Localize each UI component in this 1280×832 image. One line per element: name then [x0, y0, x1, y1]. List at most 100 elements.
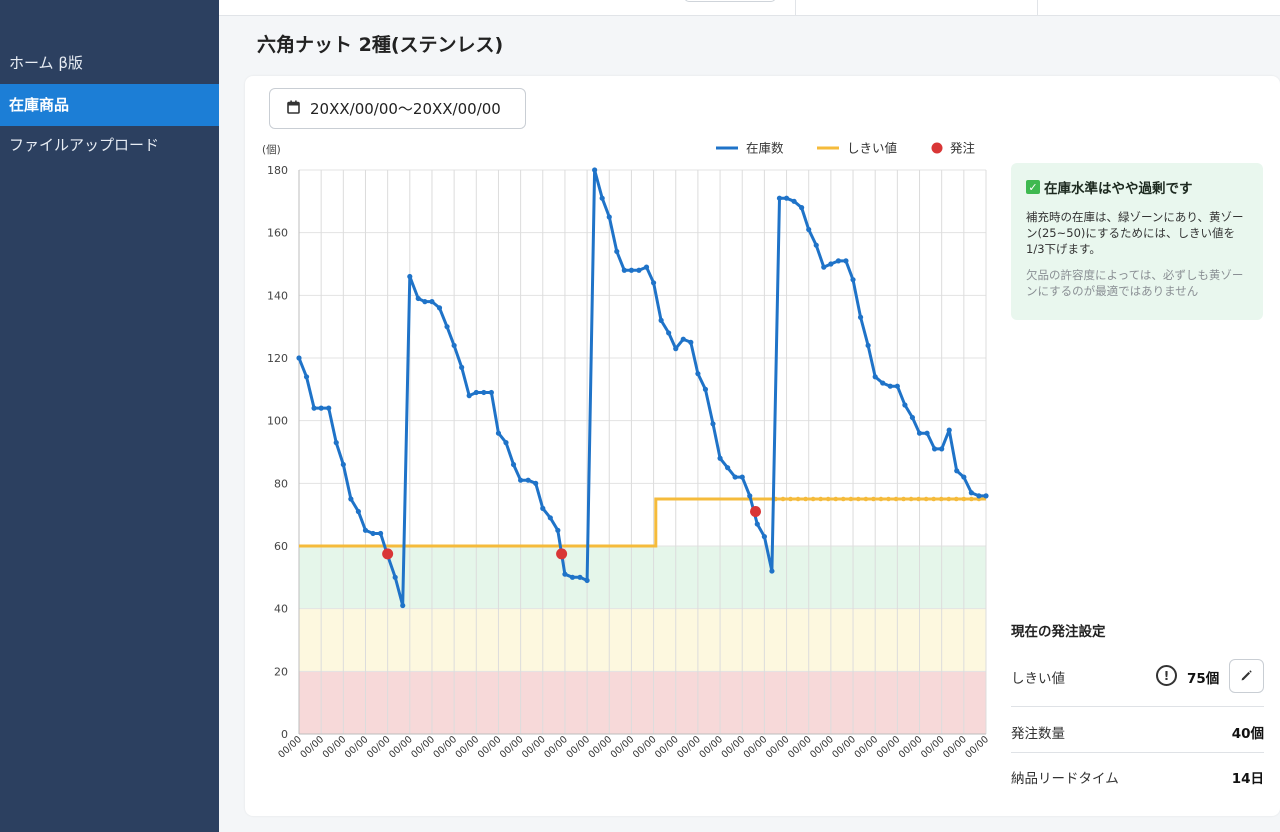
x-tick-label: 00/00	[431, 734, 459, 761]
edit-threshold-button[interactable]	[1229, 659, 1264, 693]
threshold-point	[961, 496, 967, 502]
divider	[1011, 752, 1264, 753]
x-tick-label: 00/00	[742, 734, 770, 761]
stock-point	[459, 364, 465, 370]
threshold-point	[788, 496, 793, 502]
threshold-point	[848, 496, 854, 502]
stock-point	[769, 568, 775, 574]
stock-point	[776, 195, 783, 201]
stock-point	[628, 267, 635, 273]
stock-point	[318, 405, 324, 411]
stock-point	[303, 374, 310, 380]
stock-point	[850, 277, 856, 283]
threshold-point	[931, 496, 936, 502]
y-tick-label: 180	[267, 164, 288, 177]
stock-point	[835, 258, 842, 264]
stock-point	[400, 602, 406, 609]
stock-point	[362, 527, 369, 533]
y-tick-label: 40	[274, 603, 288, 616]
stock-point	[533, 480, 539, 486]
stock-point	[680, 336, 686, 342]
threshold-line	[299, 497, 986, 548]
threshold-point	[901, 496, 906, 502]
stock-point	[813, 242, 819, 248]
warning-icon[interactable]: !	[1156, 665, 1177, 686]
y-tick-label: 120	[267, 352, 288, 365]
stock-point	[673, 346, 679, 352]
stock-point	[473, 389, 479, 396]
x-tick-label: 00/00	[298, 734, 326, 761]
check-icon: ✓	[1026, 180, 1040, 194]
stock-point	[783, 195, 790, 201]
stock-point	[451, 342, 457, 349]
stock-point	[422, 299, 428, 305]
order-point	[382, 548, 394, 560]
threshold-point	[916, 496, 921, 502]
threshold-point	[946, 496, 952, 502]
order-quantity-label: 発注数量	[1011, 726, 1065, 742]
lead-time-value: 14日	[1231, 771, 1264, 787]
x-tick-label: 00/00	[963, 734, 991, 761]
stock-point	[592, 167, 598, 173]
stock-point	[333, 440, 339, 446]
threshold-point	[840, 496, 846, 502]
stock-point	[909, 414, 916, 421]
threshold-point	[803, 496, 808, 502]
stock-point	[621, 267, 627, 273]
x-tick-label: 00/00	[897, 734, 925, 761]
threshold-point	[856, 496, 861, 502]
stock-point	[821, 264, 827, 270]
x-tick-label: 00/00	[631, 734, 659, 761]
stock-point	[710, 421, 716, 427]
stock-point	[488, 389, 494, 396]
page-title: 六角ナット 2種(ステンレス)	[257, 34, 504, 56]
y-tick-label: 0	[281, 728, 288, 741]
header-divider	[1037, 0, 1038, 16]
legend-order-label: 発注	[950, 141, 976, 156]
stock-point	[606, 214, 612, 220]
date-range-button[interactable]: 20XX/00/00〜20XX/00/00	[269, 88, 526, 129]
date-range-label: 20XX/00/00〜20XX/00/00	[310, 100, 501, 118]
y-axis-label: (個)	[262, 143, 281, 156]
sidebar-item-home[interactable]: ホーム β版	[9, 54, 83, 72]
stock-point	[799, 205, 805, 211]
stock-point	[961, 474, 967, 480]
stock-point	[791, 198, 797, 204]
stock-point	[495, 430, 502, 436]
stock-point	[377, 530, 384, 537]
threshold-label: しきい値	[1011, 671, 1065, 687]
threshold-point	[780, 496, 786, 502]
stock-point	[761, 534, 767, 540]
stock-point	[931, 446, 938, 452]
stock-point	[407, 273, 413, 280]
stock-point	[569, 574, 576, 580]
stock-point	[902, 402, 908, 408]
x-tick-label: 00/00	[321, 734, 349, 761]
stock-point	[340, 461, 346, 468]
threshold-point	[878, 496, 884, 502]
stock-point	[481, 389, 487, 396]
y-tick-label: 160	[267, 227, 288, 240]
legend-threshold-label: しきい値	[847, 141, 897, 156]
assessment-note: 欠品の許容度によっては、必ずしも黄ゾーンにするのが最適ではありません	[1026, 268, 1244, 298]
zone-red	[299, 671, 986, 734]
x-tick-label: 00/00	[343, 734, 371, 761]
threshold-point	[954, 496, 959, 502]
threshold-point	[969, 496, 974, 502]
x-tick-label: 00/00	[564, 734, 592, 761]
order-settings-title: 現在の発注設定	[1011, 624, 1106, 640]
zone-green	[299, 546, 986, 609]
stock-point	[666, 330, 672, 336]
stock-point	[503, 440, 509, 446]
stock-point	[370, 530, 376, 537]
x-tick-label: 00/00	[542, 734, 570, 761]
legend-order-swatch	[931, 142, 943, 154]
stock-point	[968, 490, 974, 496]
stock-point	[436, 305, 443, 311]
x-tick-label: 00/00	[387, 734, 415, 761]
stock-point	[724, 465, 731, 471]
stock-point	[843, 258, 849, 264]
header-control[interactable]	[684, 0, 776, 2]
sidebar-item-file-upload[interactable]: ファイルアップロード	[9, 136, 160, 154]
sidebar-item-inventory[interactable]: 在庫商品	[0, 84, 219, 126]
